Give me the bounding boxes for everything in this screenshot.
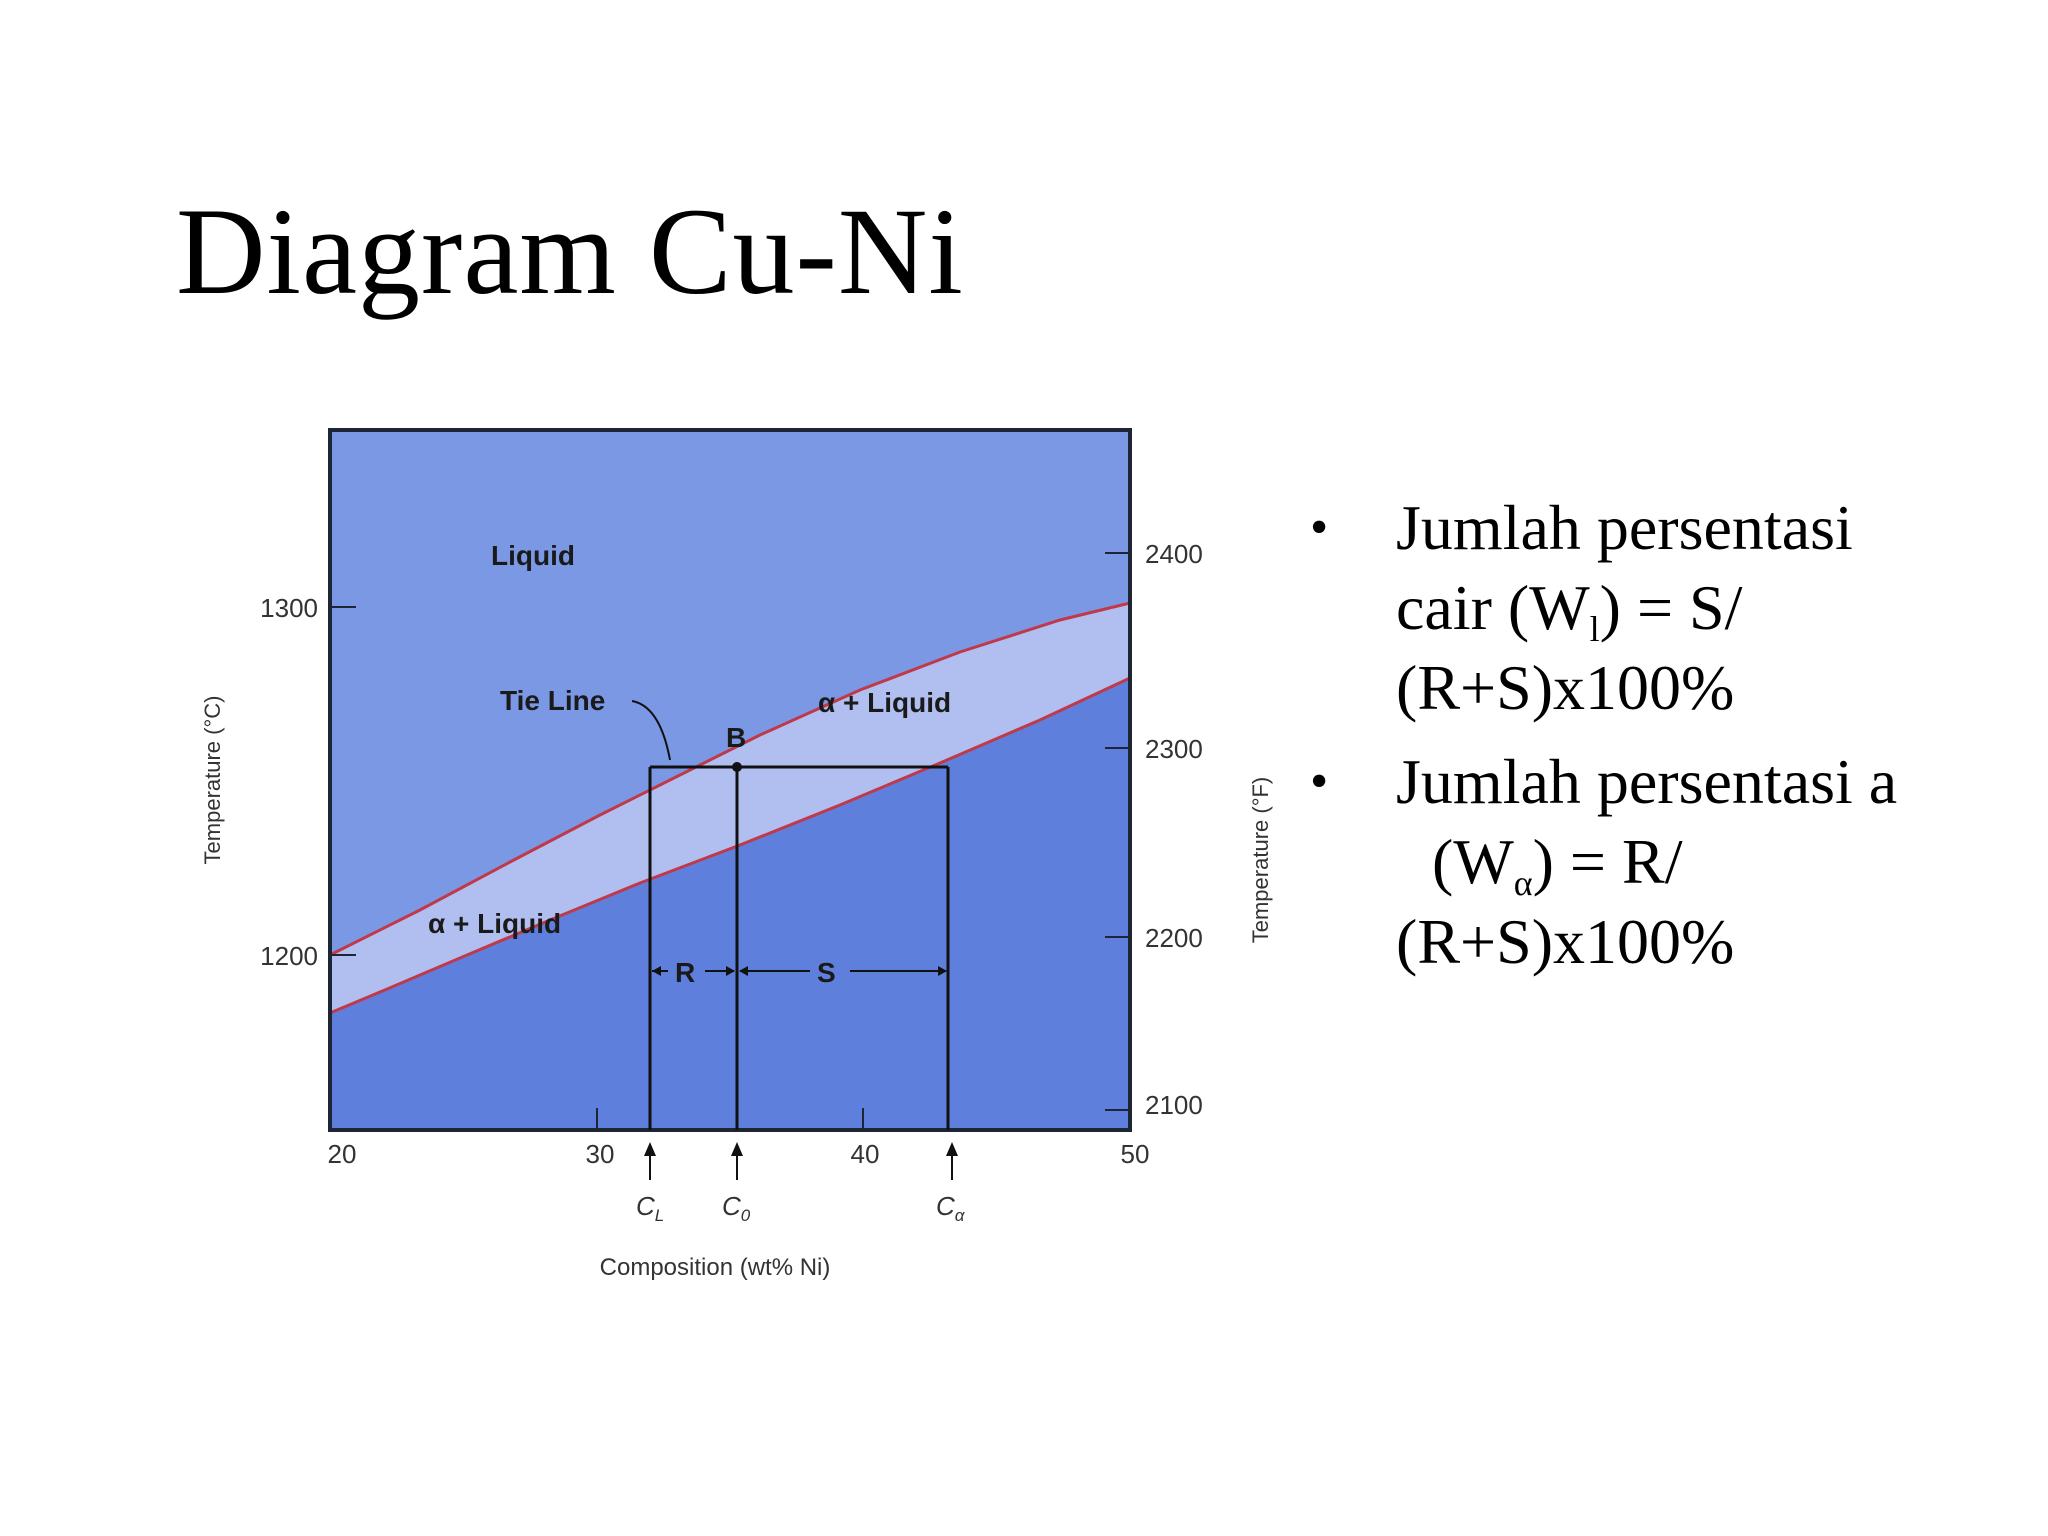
tie-line-pointer — [631, 700, 671, 761]
bottom-tick-label-30: 30 — [586, 1139, 615, 1169]
bullet-2-line-3: (R+S)x100% — [1396, 906, 1735, 977]
cu-ni-phase-diagram: Liquid α + Liquid α + Liquid Tie Line B … — [160, 390, 1290, 1330]
segment-r-label: R — [675, 957, 695, 988]
solid-alpha-region — [330, 678, 1130, 1130]
bottom-axis-title: Composition (wt% Ni) — [600, 1254, 831, 1281]
r-arrowhead-right — [726, 966, 735, 976]
bullet-2-line-2: (Wα) = R/ — [1396, 822, 2010, 902]
bullet-1-formula-sub: l — [1589, 609, 1600, 649]
c0-marker-label: C0 — [722, 1191, 751, 1225]
alpha-liquid-lower-label: α + Liquid — [428, 908, 561, 939]
left-tick-label-1300: 1300 — [260, 593, 318, 623]
bullet-2-formula-pre: (W — [1432, 826, 1514, 897]
bullet-1-line-1: Jumlah persentasi — [1396, 492, 1853, 563]
bullet-liquid-fraction: • Jumlah persentasi cair (Wl) = S/ (R+S)… — [1310, 488, 2010, 728]
tie-line-label: Tie Line — [500, 685, 605, 716]
bullet-dot: • — [1310, 499, 1329, 556]
cl-marker-label: CL — [636, 1191, 664, 1225]
alpha-liquid-upper-label: α + Liquid — [818, 687, 951, 718]
c0-arrowhead — [731, 1142, 743, 1156]
cl-marker-sub: L — [655, 1206, 664, 1225]
c0-marker-c: C — [722, 1191, 741, 1221]
liquid-label: Liquid — [491, 540, 575, 571]
right-tick-label-2400: 2400 — [1145, 539, 1203, 569]
bullet-dot: • — [1310, 753, 1329, 810]
alpha-liquid-region — [330, 603, 1130, 1013]
plot-frame — [328, 428, 1132, 1132]
bullet-2-formula-sub: α — [1513, 863, 1533, 903]
left-axis-title: Temperature (°C) — [200, 696, 225, 865]
ca-marker-label: Cα — [936, 1191, 966, 1225]
cl-arrowhead — [644, 1142, 656, 1156]
c0-marker-sub: 0 — [741, 1206, 751, 1225]
right-tick-label-2200: 2200 — [1145, 923, 1203, 953]
bullet-1-formula-post: ) = S/ — [1599, 572, 1743, 643]
liquidus-line — [329, 601, 1131, 957]
ca-arrowhead — [946, 1142, 958, 1156]
right-tick-label-2300: 2300 — [1145, 734, 1203, 764]
bottom-tick-label-20: 20 — [328, 1139, 357, 1169]
bottom-tick-label-50: 50 — [1121, 1139, 1150, 1169]
bullet-1-formula-pre: cair (W — [1396, 572, 1590, 643]
right-tick-label-2100: 2100 — [1145, 1090, 1203, 1120]
bullet-1-line-3: (R+S)x100% — [1396, 652, 1735, 723]
cl-marker-c: C — [636, 1191, 655, 1221]
bullet-2-line-1: Jumlah persentasi a — [1396, 746, 1898, 817]
bottom-tick-label-40: 40 — [851, 1139, 880, 1169]
ca-marker-c: C — [936, 1191, 955, 1221]
right-axis-title: Temperature (°F) — [1248, 777, 1273, 944]
s-arrowhead-right — [938, 966, 947, 976]
bullet-1-line-2: cair (Wl) = S/ — [1396, 568, 2010, 648]
point-b-label: B — [726, 722, 746, 753]
bullet-alpha-fraction: • Jumlah persentasi a (Wα) = R/ (R+S)x10… — [1310, 742, 2010, 982]
phase-diagram-svg: Liquid α + Liquid α + Liquid Tie Line B … — [200, 428, 1273, 1281]
solidus-line — [329, 676, 1131, 1015]
s-arrowhead-left — [739, 966, 748, 976]
point-b-marker — [732, 762, 742, 772]
bullet-list: • Jumlah persentasi cair (Wl) = S/ (R+S)… — [1310, 488, 2010, 996]
ca-marker-sub: α — [955, 1206, 966, 1225]
left-tick-label-1200: 1200 — [260, 941, 318, 971]
slide-title: Diagram Cu-Ni — [176, 183, 964, 320]
bullet-2-formula-post: ) = R/ — [1532, 826, 1683, 897]
segment-s-label: S — [817, 957, 836, 988]
r-arrowhead-left — [652, 966, 661, 976]
